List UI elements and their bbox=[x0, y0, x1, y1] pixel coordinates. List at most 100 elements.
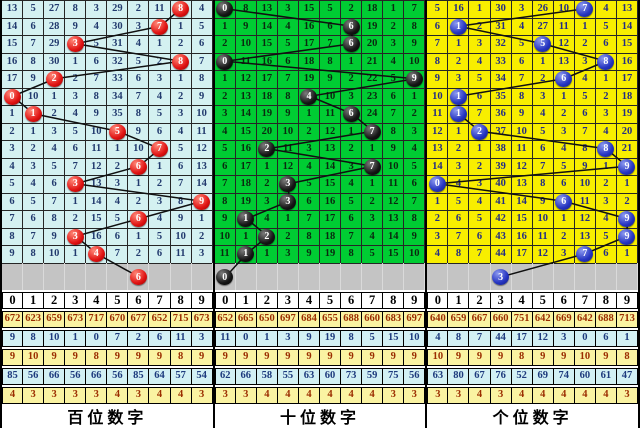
stat-cell: 6 bbox=[595, 330, 617, 347]
grid-cell: 10 bbox=[320, 88, 342, 106]
grid-cell: 3 bbox=[448, 158, 470, 176]
stat-cell: 3 bbox=[128, 387, 150, 404]
stat-cell: 665 bbox=[235, 311, 257, 328]
grid-cell: 21 bbox=[616, 141, 639, 159]
stat-cell: 56 bbox=[65, 368, 87, 385]
stat-cell: 659 bbox=[448, 311, 470, 328]
current-draw-cell: 6 bbox=[128, 262, 150, 290]
stat-cell: 64 bbox=[149, 368, 171, 385]
drawn-digit-ball: 1 bbox=[237, 211, 255, 228]
stat-cell: 8 bbox=[23, 330, 45, 347]
stat-cell: 1 bbox=[65, 330, 87, 347]
grid-cell: 5 bbox=[149, 106, 171, 124]
grid-cell: 17 bbox=[256, 71, 278, 89]
grid-cell: 3 bbox=[341, 88, 363, 106]
grid-cell: 31 bbox=[107, 36, 129, 54]
grid-cell: 7 bbox=[170, 176, 192, 194]
grid-cell: 9 bbox=[277, 106, 299, 124]
grid-cell: 2 bbox=[341, 141, 363, 159]
stat-cell: 4 bbox=[107, 387, 129, 404]
stat-cell: 670 bbox=[107, 311, 129, 328]
grid-cell: 11 bbox=[277, 141, 299, 159]
stat-cell: 9 bbox=[191, 349, 213, 366]
grid-cell: 7 bbox=[214, 176, 236, 194]
stat-cell: 9 bbox=[362, 349, 384, 366]
grid-cell: 2 bbox=[277, 228, 299, 246]
grid-cell: 6 bbox=[298, 193, 320, 211]
grid-cell: 39 bbox=[490, 158, 512, 176]
grid-cell: 9 bbox=[214, 211, 236, 229]
grid-cell: 17 bbox=[320, 211, 342, 229]
grid-cell: 5 bbox=[65, 123, 87, 141]
digit-header-cell: 8 bbox=[383, 292, 405, 309]
grid-cell: 1 bbox=[149, 36, 171, 54]
grid-cell: 2 bbox=[595, 176, 617, 194]
digit-header-cell: 9 bbox=[191, 292, 213, 309]
current-draw-cell bbox=[192, 262, 213, 290]
drawn-digit-ball: 6 bbox=[555, 71, 573, 88]
current-draw-cell bbox=[171, 262, 192, 290]
digit-header-cell: 3 bbox=[65, 292, 87, 309]
grid-cell: 2 bbox=[595, 88, 617, 106]
grid-cell: 38 bbox=[490, 141, 512, 159]
grid-cell: 7 bbox=[574, 1, 596, 19]
grid-cell: 12 bbox=[427, 123, 449, 141]
current-draw-cell: 0 bbox=[215, 262, 236, 290]
grid-cell: 13 bbox=[553, 53, 575, 71]
grid-cell: 6 bbox=[448, 211, 470, 229]
grid-cell: 7 bbox=[320, 36, 342, 54]
grid-cell: 1 bbox=[107, 141, 129, 159]
grid-cell: 2 bbox=[448, 141, 470, 159]
current-draw-row: 6 bbox=[2, 262, 213, 290]
drawn-digit-ball: 9 bbox=[405, 71, 423, 88]
grid-cell: 5 bbox=[128, 53, 150, 71]
stat-cell: 3 bbox=[404, 387, 426, 404]
current-draw-cell bbox=[575, 262, 596, 290]
current-draw-cell bbox=[596, 262, 617, 290]
current-draw-cell bbox=[617, 262, 639, 290]
stat-cell: 9 bbox=[65, 349, 87, 366]
grid-cell: 6 bbox=[23, 211, 45, 229]
stat-cell: 688 bbox=[595, 311, 617, 328]
grid-cell: 4 bbox=[469, 193, 491, 211]
drawn-digit-ball: 6 bbox=[129, 269, 147, 285]
grid-cell: 10 bbox=[277, 123, 299, 141]
grid-cell: 12 bbox=[511, 158, 533, 176]
grid-cell: 5 bbox=[532, 36, 554, 54]
grid-cell: 5 bbox=[469, 71, 491, 89]
grid-cell: 1 bbox=[448, 36, 470, 54]
current-draw-cell bbox=[44, 262, 66, 290]
grid-cell: 9 bbox=[2, 246, 24, 264]
grid-cell: 1 bbox=[595, 71, 617, 89]
grid-cell: 10 bbox=[511, 123, 533, 141]
stat-cell: 69 bbox=[532, 368, 554, 385]
grid-cell: 17 bbox=[235, 158, 257, 176]
grid-cell: 6 bbox=[553, 193, 575, 211]
stat-cell: 652 bbox=[149, 311, 171, 328]
grid-cell: 14 bbox=[2, 18, 24, 36]
stat-cell: 11 bbox=[170, 330, 192, 347]
drawn-digit-ball: 9 bbox=[193, 193, 211, 210]
grid-cell: 6 bbox=[214, 158, 236, 176]
stat-cell: 9 bbox=[341, 349, 363, 366]
grid-cell: 4 bbox=[532, 106, 554, 124]
grid-cell: 32 bbox=[107, 53, 129, 71]
grid-cell: 10 bbox=[404, 53, 426, 71]
digit-header-cell: 6 bbox=[341, 292, 363, 309]
stat-cell: 677 bbox=[128, 311, 150, 328]
stat-cell: 9 bbox=[490, 349, 512, 366]
panel-hundreds: 13 5 27 8 3 29 2 11 8 4 14 6 28 9 4 30 3 7 1 5 15 7 29 3 5 31 4 1 2 6… bbox=[0, 0, 213, 428]
stat-cell: 1 bbox=[616, 330, 639, 347]
grid-cell: 3 bbox=[256, 193, 278, 211]
panel-footer-label: 百位数字 bbox=[2, 404, 213, 428]
grid-cell: 6 bbox=[86, 53, 108, 71]
grid-cell: 2 bbox=[532, 71, 554, 89]
grid-cell: 6 bbox=[341, 36, 363, 54]
grid-cell: 23 bbox=[362, 88, 384, 106]
grid-cell: 9 bbox=[170, 211, 192, 229]
current-draw-cell bbox=[512, 262, 533, 290]
stat-cell: 0 bbox=[235, 330, 257, 347]
grid-cell: 40 bbox=[490, 176, 512, 194]
grid-cell: 18 bbox=[298, 53, 320, 71]
current-draw-cell bbox=[107, 262, 129, 290]
